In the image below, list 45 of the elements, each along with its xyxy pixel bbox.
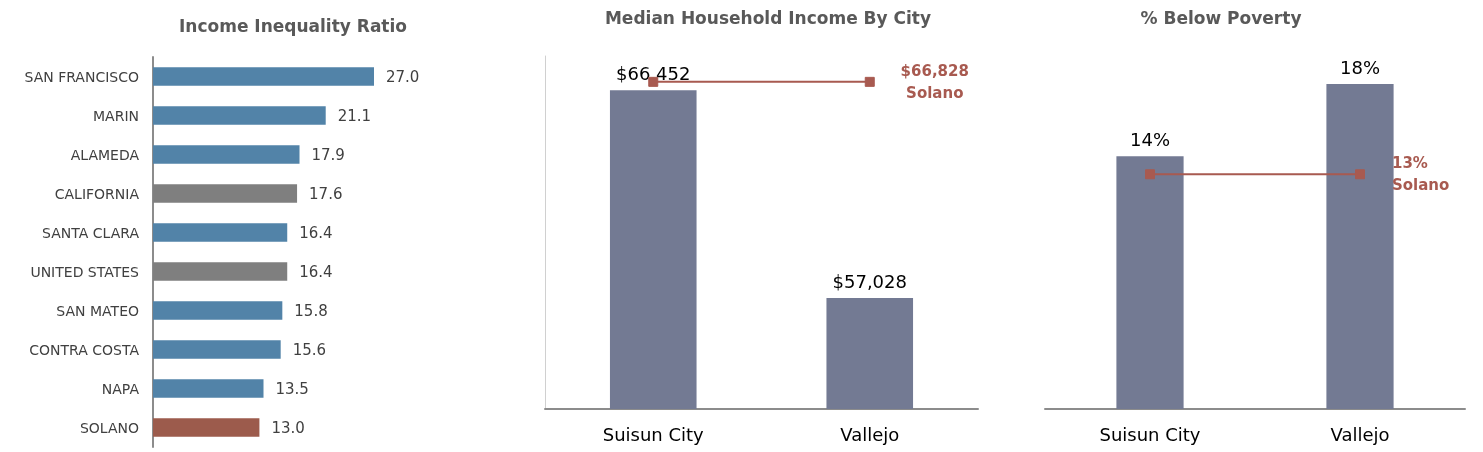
- x-tick-label: Vallejo: [1330, 423, 1390, 445]
- bar: [153, 379, 264, 398]
- data-label: 16.4: [299, 223, 333, 242]
- data-label: $66,828: [900, 61, 969, 80]
- y-tick-label: MARIN: [93, 107, 139, 124]
- y-tick-label: SAN MATEO: [56, 302, 139, 319]
- data-label: 13.5: [275, 379, 309, 398]
- bar: [153, 418, 260, 437]
- x-tick-label: Suisun City: [1099, 423, 1201, 445]
- bar: [153, 106, 326, 125]
- data-label: 17.6: [309, 184, 343, 203]
- y-tick-label: ALAMEDA: [70, 146, 140, 163]
- y-tick-label: CONTRA COSTA: [29, 341, 140, 358]
- bar: [153, 340, 281, 359]
- data-label: 13.0: [271, 418, 305, 437]
- data-label: 13%: [1392, 154, 1428, 173]
- data-label: 15.8: [294, 301, 328, 320]
- data-label: $66,452: [616, 62, 691, 84]
- bar: [153, 145, 300, 164]
- y-tick-label: CALIFORNIA: [54, 185, 140, 202]
- y-tick-label: NAPA: [101, 380, 140, 397]
- data-label: $57,028: [832, 270, 907, 292]
- x-tick-label: Suisun City: [602, 423, 705, 445]
- data-label: 27.0: [386, 67, 420, 86]
- bar: [153, 223, 288, 242]
- bar: [153, 262, 288, 281]
- x-tick-label: Vallejo: [840, 423, 900, 445]
- series-label: Solano: [1392, 176, 1450, 195]
- data-label: 14%: [1129, 128, 1171, 150]
- data-label: 16.4: [299, 262, 333, 281]
- y-tick-label: SANTA CLARA: [42, 224, 140, 241]
- data-label: 18%: [1339, 56, 1381, 78]
- y-tick-label: SOLANO: [79, 419, 139, 436]
- y-tick-label: UNITED STATES: [30, 263, 140, 280]
- chart-title: Income Inequality Ratio: [178, 15, 408, 36]
- chart-title: Median Household Income By City: [604, 7, 932, 28]
- chart-title: % Below Poverty: [1140, 7, 1302, 28]
- bar: [153, 184, 298, 203]
- bar: [153, 301, 283, 320]
- text: Solano: [906, 83, 964, 102]
- data-label: 15.6: [292, 340, 327, 359]
- data-label: 17.9: [311, 145, 345, 164]
- bar: [153, 67, 374, 86]
- data-label: 21.1: [337, 106, 372, 125]
- y-tick-label: SAN FRANCISCO: [24, 68, 139, 85]
